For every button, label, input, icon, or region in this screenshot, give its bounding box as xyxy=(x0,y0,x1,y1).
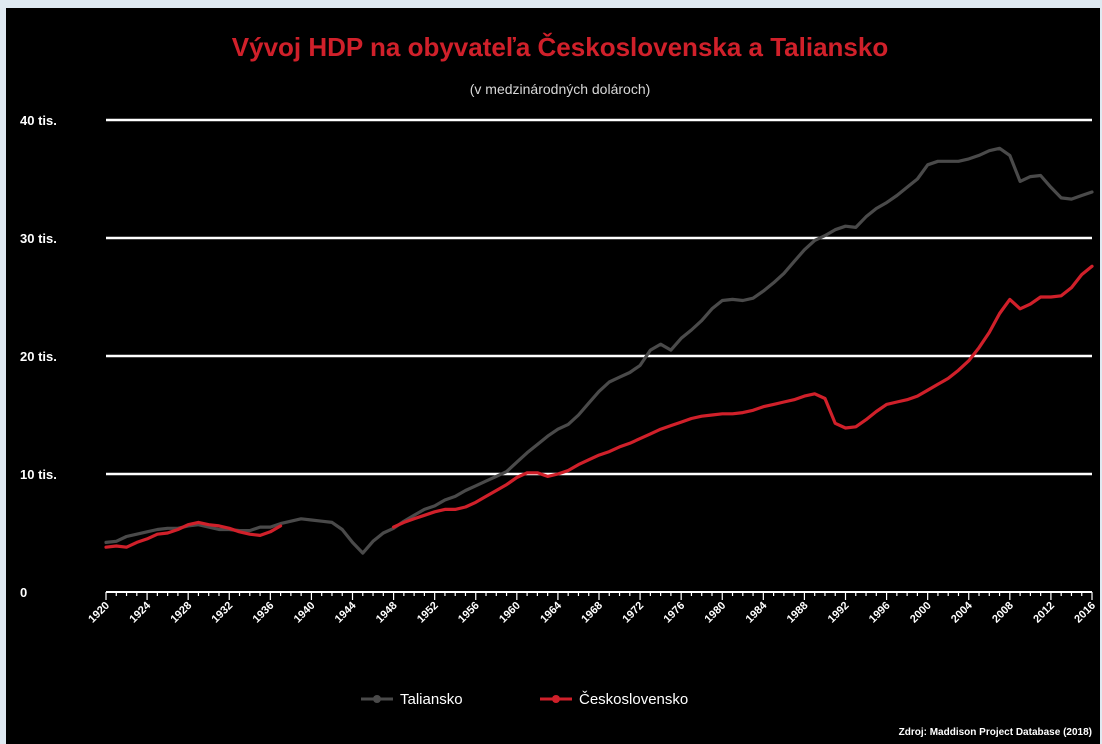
x-tick-label: 1960 xyxy=(497,600,523,626)
series-line-1 xyxy=(104,264,1094,549)
y-tick-label: 10 tis. xyxy=(20,467,57,482)
x-tick-label: 1920 xyxy=(86,600,112,626)
x-tick-label: 1984 xyxy=(744,599,770,625)
x-tick-label: 1968 xyxy=(579,600,605,626)
x-tick-label: 1992 xyxy=(826,600,852,626)
x-tick-label: 1932 xyxy=(210,600,236,626)
chart-svg: Vývoj HDP na obyvateľa Československa a … xyxy=(20,32,1098,738)
y-tick-label: 40 tis. xyxy=(20,113,57,128)
y-tick-label: 20 tis. xyxy=(20,349,57,364)
x-tick-label: 1940 xyxy=(292,600,318,626)
chart-subtitle: (v medzinárodných dolároch) xyxy=(470,81,651,97)
x-tick-label: 1952 xyxy=(415,600,441,626)
legend: Taliansko Československo xyxy=(361,691,688,708)
y-axis-ticks: 0 10 tis. 20 tis. 30 tis. 40 tis. xyxy=(20,113,57,600)
x-tick-label: 1980 xyxy=(703,600,729,626)
x-axis-tick-labels: 1920 1924 1928 1932 1936 1940 1944 1948 1952 1956… xyxy=(86,599,1098,625)
x-tick-label: 2004 xyxy=(949,599,975,625)
legend-swatch-marker-ceskoslovensko xyxy=(552,695,560,703)
x-tick-label: 1996 xyxy=(867,600,893,626)
chart-frame: Vývoj HDP na obyvateľa Československa a … xyxy=(6,8,1100,744)
x-tick-label: 1948 xyxy=(374,600,400,626)
x-tick-label: 1956 xyxy=(456,600,482,626)
x-tick-label: 1928 xyxy=(168,600,194,626)
x-axis xyxy=(105,591,1093,600)
x-tick-label: 1936 xyxy=(251,600,277,626)
x-tick-label: 2016 xyxy=(1072,600,1098,626)
x-tick-label: 2012 xyxy=(1031,600,1057,626)
source-note: Zdroj: Maddison Project Database (2018) xyxy=(899,727,1092,738)
series-lines xyxy=(104,146,1094,555)
x-tick-label: 1976 xyxy=(661,600,687,626)
y-tick-label: 30 tis. xyxy=(20,231,57,246)
chart-title: Vývoj HDP na obyvateľa Československa a … xyxy=(232,32,888,62)
x-tick-label: 2000 xyxy=(908,600,934,626)
legend-label-ceskoslovensko: Československo xyxy=(579,691,688,708)
grid-lines xyxy=(106,118,1092,476)
y-tick-label: 0 xyxy=(20,585,27,600)
x-tick-label: 1944 xyxy=(333,599,359,625)
legend-label-taliansko: Taliansko xyxy=(400,691,463,708)
x-tick-label: 1924 xyxy=(127,599,153,625)
series-line-0 xyxy=(104,146,1094,555)
legend-swatch-marker-taliansko xyxy=(373,695,381,703)
x-tick-label: 1972 xyxy=(620,600,646,626)
x-tick-label: 2008 xyxy=(990,600,1016,626)
x-tick-label: 1988 xyxy=(785,600,811,626)
x-tick-label: 1964 xyxy=(538,599,564,625)
